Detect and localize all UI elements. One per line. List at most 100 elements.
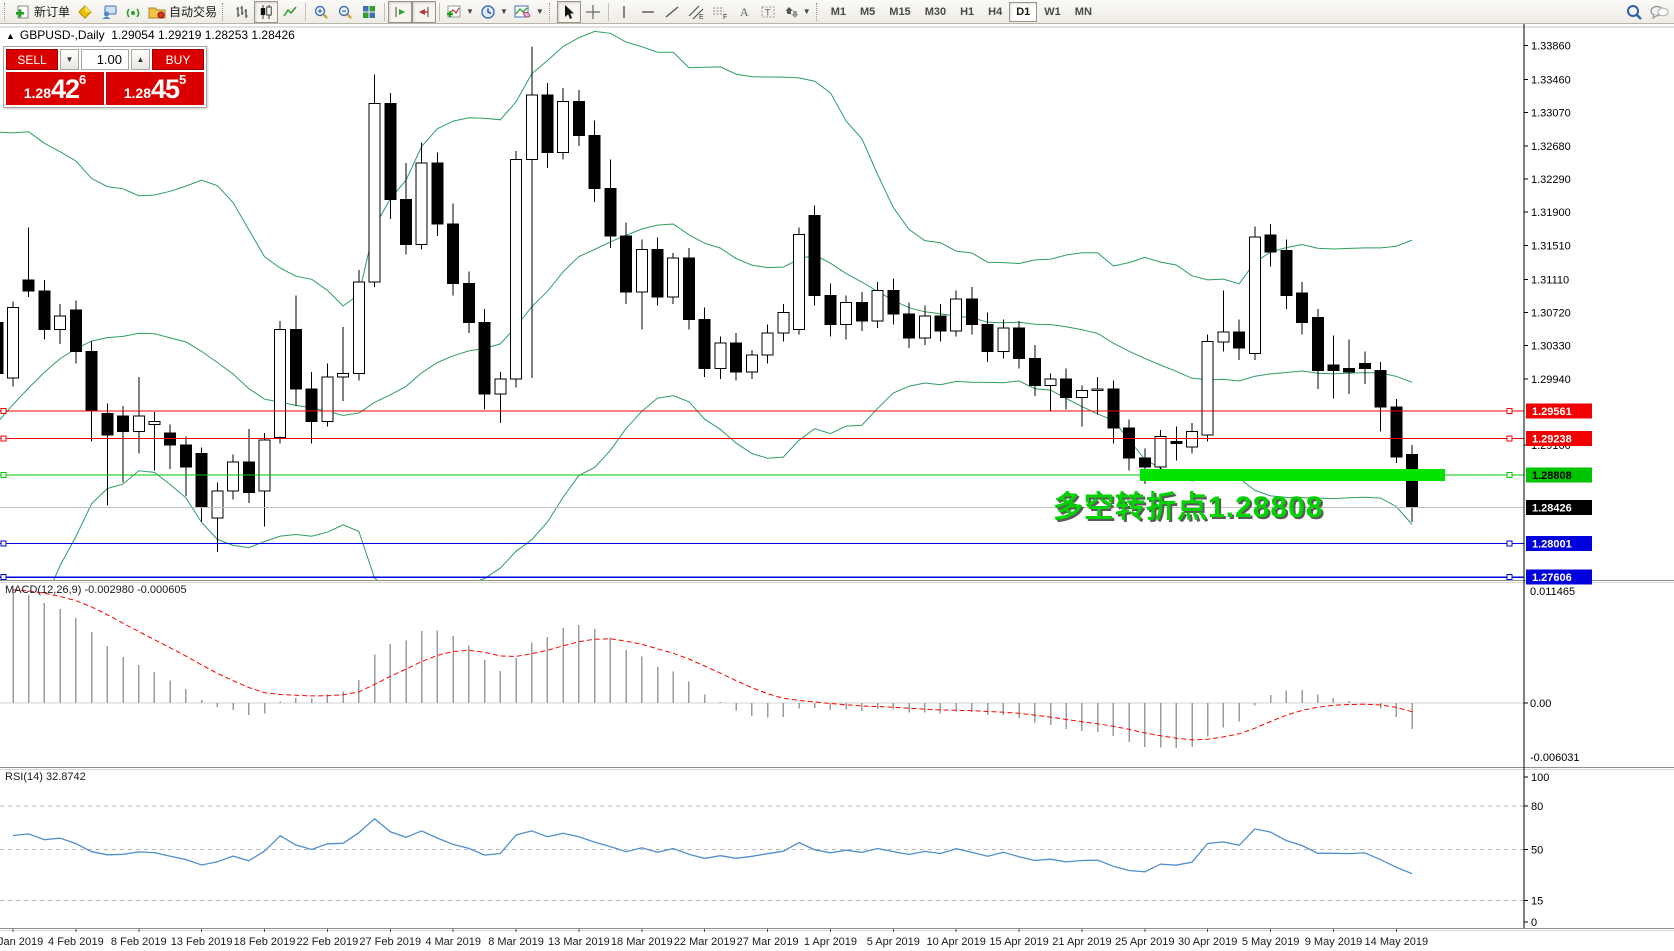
bar-chart-button[interactable] xyxy=(230,1,254,23)
macd-indicator-label: MACD(12,26,9) -0.002980 -0.000605 xyxy=(5,584,187,596)
date-axis-label: 8 Feb 2019 xyxy=(111,936,167,948)
rsi-line xyxy=(12,817,1413,875)
toolbar-grip xyxy=(548,2,555,21)
indicators-button[interactable]: ▼ xyxy=(443,1,477,23)
svg-text:A: A xyxy=(740,5,749,19)
toolbar-separator xyxy=(607,2,609,21)
dropdown-caret: ▼ xyxy=(535,7,544,16)
chart-shift-icon xyxy=(416,4,432,20)
trendline-button[interactable] xyxy=(660,1,684,23)
autotrading-icon xyxy=(148,4,166,20)
support-zone-trendline[interactable] xyxy=(1140,469,1445,482)
date-axis-label: 30 Apr 2019 xyxy=(1178,936,1237,948)
toolbar: 新订单 自动交易 xyxy=(0,0,1674,24)
toolbar-grip xyxy=(815,2,822,21)
text-label-button[interactable]: T xyxy=(756,1,780,23)
date-axis-label: 13 Feb 2019 xyxy=(171,936,233,948)
rsi-indicator-label: RSI(14) 32.8742 xyxy=(5,771,86,783)
price-badge-1.27606-text: 1.27606 xyxy=(1532,572,1572,584)
cursor-button[interactable] xyxy=(556,0,581,23)
sell-button[interactable]: SELL xyxy=(6,49,58,70)
timeframe-button-M1[interactable]: M1 xyxy=(830,5,846,18)
text-button[interactable]: A xyxy=(732,1,756,23)
date-axis-label: 25 Apr 2019 xyxy=(1115,936,1174,948)
date-axis-label: 10 Apr 2019 xyxy=(927,936,986,948)
timeframe-button-H1[interactable]: H1 xyxy=(960,5,975,18)
buy-price-button[interactable]: 1.28 45 5 xyxy=(106,72,204,105)
new-order-label: 新订单 xyxy=(34,5,71,19)
sell-price-prefix: 1.28 xyxy=(23,85,51,101)
signals-icon xyxy=(125,4,141,20)
timeframe-button-M30[interactable]: M30 xyxy=(924,5,947,18)
date-axis-label: 30 Jan 2019 xyxy=(0,936,43,948)
timeframe-button-D1[interactable]: D1 xyxy=(1009,1,1038,22)
periods-button[interactable]: ▼ xyxy=(477,1,511,23)
rsi-axis-label: 100 xyxy=(1531,772,1549,784)
timeframe-button-H4[interactable]: H4 xyxy=(988,5,1003,18)
hosting-button[interactable] xyxy=(97,1,121,23)
arrows-icon xyxy=(783,4,799,20)
timeframe-button-M15[interactable]: M15 xyxy=(889,5,911,18)
date-axis-label: 9 May 2019 xyxy=(1305,936,1362,948)
toolbar-separator xyxy=(384,2,386,21)
autotrading-button[interactable]: 自动交易 xyxy=(145,1,220,23)
date-axis-label: 8 Mar 2019 xyxy=(488,936,544,948)
equidistant-channel-button[interactable]: E xyxy=(684,1,708,23)
metaeditor-button[interactable] xyxy=(73,1,97,23)
sell-price-button[interactable]: 1.28 42 6 xyxy=(6,72,104,105)
auto-scroll-button[interactable] xyxy=(388,0,413,23)
rsi-axis-label: 80 xyxy=(1531,801,1543,813)
horizontal-line-button[interactable] xyxy=(636,1,660,23)
timeframe-button-M5[interactable]: M5 xyxy=(860,5,876,18)
current-price-badge-text: 1.28426 xyxy=(1532,502,1572,514)
macd-pane xyxy=(0,589,1524,749)
vertical-line-button[interactable] xyxy=(612,1,636,23)
fibonacci-button[interactable]: F xyxy=(708,1,732,23)
price-badge-1.28001-text: 1.28001 xyxy=(1532,539,1572,551)
zoom-in-button[interactable] xyxy=(309,1,333,23)
buy-price-prefix: 1.28 xyxy=(123,85,151,101)
new-order-button[interactable]: 新订单 xyxy=(12,1,73,23)
volume-input[interactable]: 1.00 xyxy=(81,49,129,70)
metaeditor-icon xyxy=(77,4,93,20)
candlestick-chart-button[interactable] xyxy=(254,0,279,23)
bollinger-upper-band xyxy=(0,30,1413,307)
price-axis-label: 1.30720 xyxy=(1531,307,1571,319)
crosshair-button[interactable] xyxy=(581,1,605,23)
date-axis-label: 22 Mar 2019 xyxy=(674,936,736,948)
volume-increase-button[interactable]: ▲ xyxy=(131,49,150,70)
date-axis-label: 18 Feb 2019 xyxy=(234,936,296,948)
svg-text:E: E xyxy=(699,14,704,20)
line-chart-button[interactable] xyxy=(278,1,302,23)
date-axis-label: 22 Feb 2019 xyxy=(297,936,359,948)
timeframe-button-MN[interactable]: MN xyxy=(1074,5,1092,18)
volume-decrease-button[interactable]: ▼ xyxy=(60,49,79,70)
macd-axis-max: 0.011465 xyxy=(1530,586,1575,598)
zoom-out-button[interactable] xyxy=(333,1,357,23)
toolbar-separator xyxy=(439,2,441,21)
bar-chart-icon xyxy=(234,4,250,20)
one-click-trading-panel: SELL ▼ 1.00 ▲ BUY 1.28 42 6 1.28 45 5 xyxy=(3,46,207,108)
chart-shift-button[interactable] xyxy=(412,0,437,23)
timeframe-button-W1[interactable]: W1 xyxy=(1044,5,1061,18)
candlestick-chart-icon xyxy=(258,4,274,20)
chart-title: ▲ GBPUSD-,Daily 1.29054 1.29219 1.28253 1… xyxy=(6,28,295,42)
tile-windows-button[interactable] xyxy=(357,1,381,23)
chart-canvas[interactable]: 1.33860 1.33460 1.33070 1.32680 1.32290 1.319… xyxy=(0,24,1674,951)
signals-button[interactable] xyxy=(121,1,145,23)
hosting-icon xyxy=(101,4,117,20)
chat-button[interactable] xyxy=(1646,1,1672,23)
macd-axis-zero: 0.00 xyxy=(1530,698,1551,710)
arrows-button[interactable]: ▼ xyxy=(780,1,814,23)
auto-scroll-icon xyxy=(392,4,408,20)
date-axis-label: 14 May 2019 xyxy=(1365,936,1429,948)
trendline-icon xyxy=(664,4,680,20)
buy-button[interactable]: BUY xyxy=(152,49,204,70)
templates-button[interactable]: ▼ xyxy=(511,1,547,23)
collapse-triangle-icon[interactable]: ▲ xyxy=(6,31,15,41)
price-badge-1.29238-text: 1.29238 xyxy=(1532,433,1572,445)
search-button[interactable] xyxy=(1622,1,1646,23)
autotrading-label: 自动交易 xyxy=(169,5,218,19)
date-axis-label: 13 Mar 2019 xyxy=(548,936,610,948)
zoom-out-icon xyxy=(337,4,353,20)
